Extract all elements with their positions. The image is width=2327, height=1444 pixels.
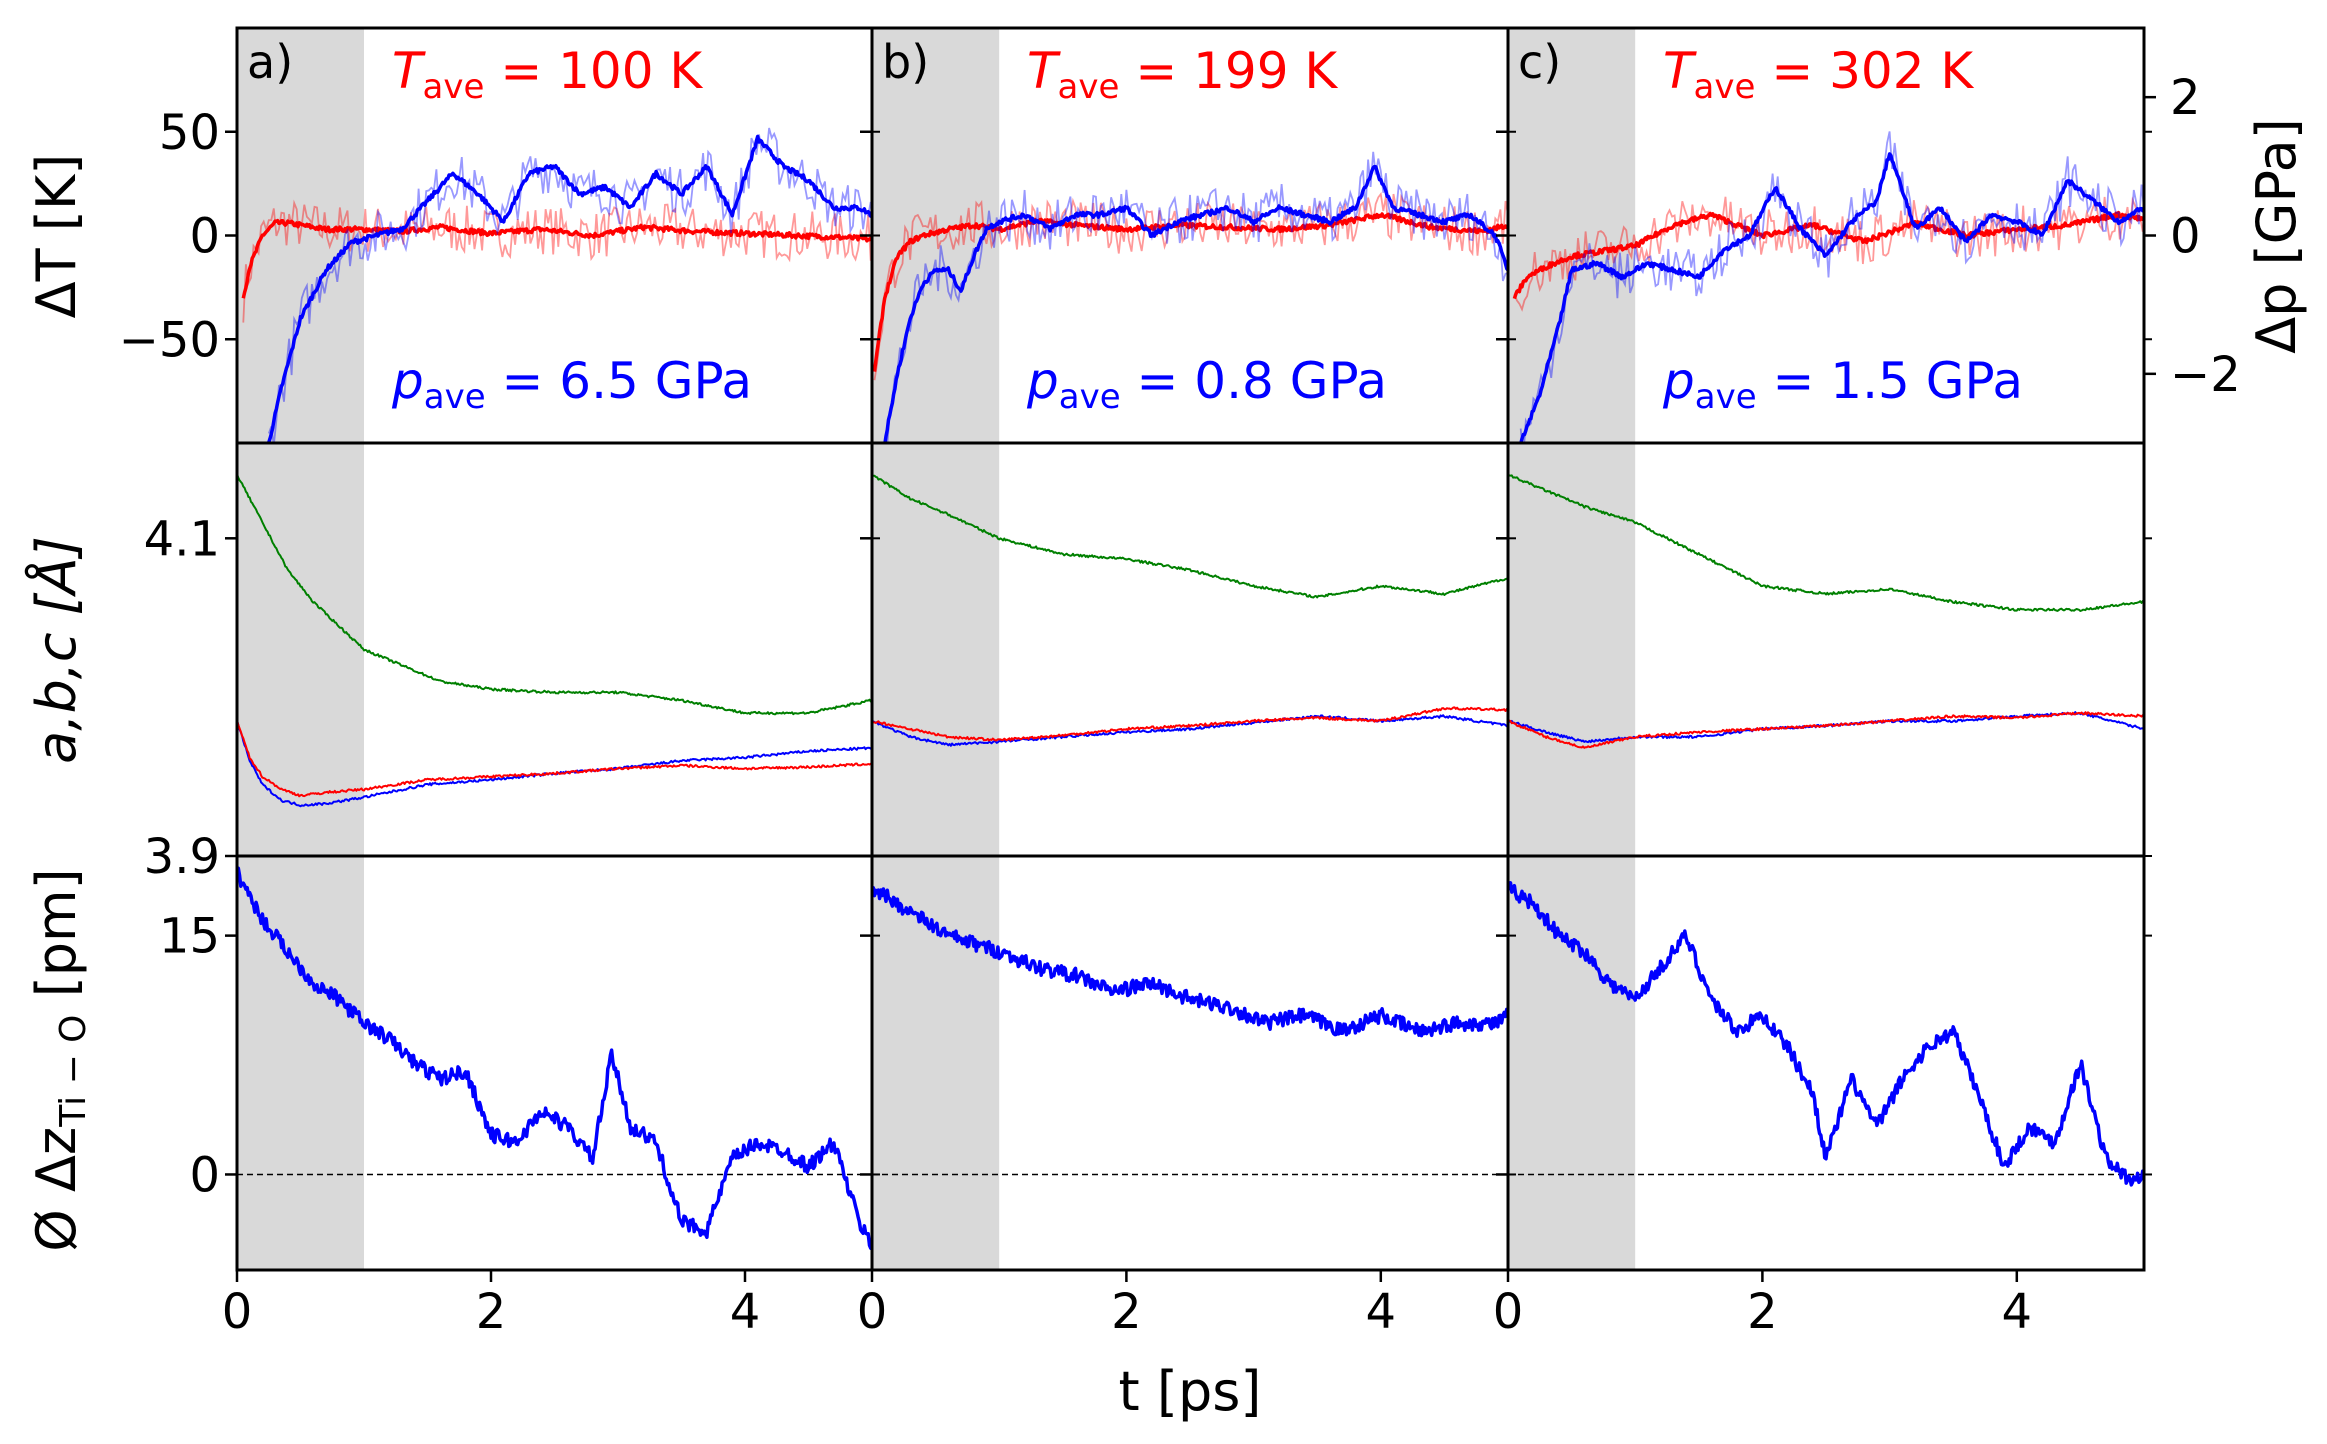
temperature-average-annotation: Tave = 100 K [392, 42, 703, 107]
y-right-tick-label: 2 [2170, 70, 2201, 126]
equilibration-band [1508, 28, 1636, 443]
series-displacement-line [872, 885, 1508, 1038]
equilibration-band [237, 443, 364, 856]
y-axis-label-displacement: Ø ΔzTi − O [pm] [25, 868, 94, 1251]
equilibration-band [237, 28, 364, 443]
temperature-average-annotation: Tave = 302 K [1663, 42, 1974, 107]
panel-label: a) [247, 35, 293, 89]
series-pressure-raw-line [1519, 131, 2144, 443]
equilibration-band [872, 443, 1000, 856]
y-tick-label: −50 [119, 312, 220, 368]
x-tick-label: 2 [1747, 1284, 1778, 1340]
x-tick-label: 4 [730, 1284, 761, 1340]
series-pressure-raw-line [267, 127, 872, 443]
x-tick-label: 2 [476, 1284, 507, 1340]
y-tick-label: 15 [159, 909, 220, 965]
pressure-average-annotation: pave = 0.8 GPa [1026, 352, 1387, 417]
y-right-tick-label: −2 [2170, 347, 2241, 403]
panel-label: c) [1518, 35, 1561, 89]
y-tick-label: 4.1 [144, 511, 220, 567]
x-tick-label: 4 [2002, 1284, 2033, 1340]
pressure-average-annotation: pave = 1.5 GPa [1662, 352, 2023, 417]
series-lattice-c-line [237, 473, 872, 716]
series-pressure-line [883, 164, 1508, 443]
series-lattice-b-line [872, 706, 1508, 742]
series-temperature-line [1512, 210, 2144, 300]
x-tick-label: 2 [1111, 1284, 1142, 1340]
series-temperature-line [241, 218, 872, 299]
y-axis-label-temperature: ΔT [K] [25, 154, 88, 319]
y-axis-label-pressure: Δp [GPa] [2245, 118, 2308, 354]
series-temperature-raw-line [242, 199, 872, 323]
panel-label: b) [882, 35, 929, 89]
y-tick-label: 0 [189, 1147, 220, 1203]
equilibration-band [1508, 856, 1636, 1270]
series-pressure-line [267, 134, 872, 443]
y-tick-label: 50 [159, 105, 220, 161]
series-lattice-c-line [872, 474, 1508, 599]
series-displacement-line [237, 866, 872, 1251]
pressure-average-annotation: pave = 6.5 GPa [391, 352, 752, 417]
temperature-average-annotation: Tave = 199 K [1027, 42, 1338, 107]
x-tick-label: 4 [1366, 1284, 1397, 1340]
y-tick-label: 0 [189, 209, 220, 265]
x-axis-label: t [ps] [1119, 1360, 1262, 1423]
y-tick-label: 3.9 [144, 829, 220, 885]
y-axis-label-lattice: a,b,c [Å] [24, 536, 88, 764]
series-lattice-c-line [1508, 473, 2144, 612]
x-tick-label: 0 [1493, 1284, 1524, 1340]
series-pressure-line [1519, 152, 2144, 443]
series-temperature-line [872, 212, 1508, 372]
x-tick-label: 0 [222, 1284, 253, 1340]
equilibration-band [237, 856, 364, 1270]
series-lattice-b-line [1508, 711, 2144, 749]
series-lattice-b-line [237, 719, 872, 798]
series-displacement-line [1508, 881, 2144, 1187]
y-right-tick-label: 0 [2170, 209, 2201, 265]
x-tick-label: 0 [857, 1284, 888, 1340]
series-lattice-a-line [872, 714, 1508, 747]
series-pressure-raw-line [886, 151, 1508, 443]
equilibration-band [1508, 443, 1636, 856]
equilibration-band [872, 856, 1000, 1270]
panel-frame [1506, 854, 2146, 1272]
